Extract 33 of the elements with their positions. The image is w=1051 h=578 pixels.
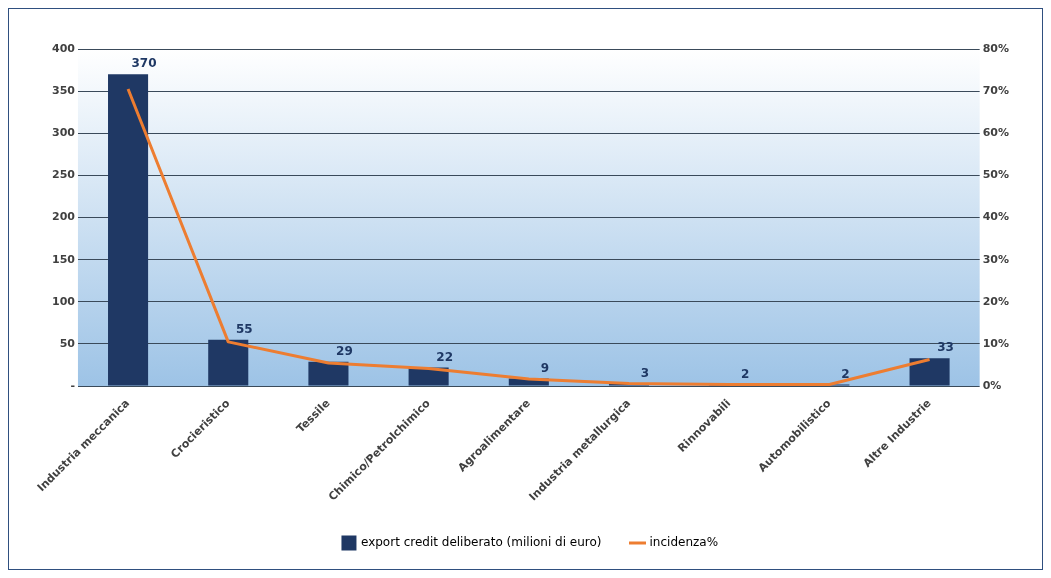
bar — [909, 358, 950, 386]
y2-tick-label: 60% — [982, 126, 1010, 140]
y-tick-label: 300 — [51, 126, 76, 140]
y2-tick-label: 70% — [982, 84, 1010, 97]
data-label: 2 — [841, 366, 850, 381]
y2-tick-label: 20% — [982, 294, 1010, 308]
y-tick-label: 400 — [51, 41, 76, 55]
bar — [308, 361, 349, 386]
y2-tick-label: 50% — [982, 168, 1010, 182]
y2-tick-label: 0% — [982, 378, 1002, 392]
bar — [108, 74, 149, 386]
data-label: 370 — [131, 56, 157, 71]
data-label: 33 — [937, 340, 954, 355]
y-tick-label: 100 — [51, 294, 76, 308]
data-label: 22 — [436, 349, 453, 364]
y-tick-label: - — [70, 378, 75, 392]
y-tick-label: 200 — [51, 210, 76, 224]
bar — [208, 339, 249, 386]
data-label: 2 — [741, 366, 750, 381]
legend-label: incidenza% — [649, 535, 719, 550]
data-label: 55 — [235, 321, 253, 336]
y2-tick-label: 30% — [982, 252, 1010, 266]
y2-tick-label: 10% — [982, 336, 1010, 350]
data-label: 9 — [540, 360, 549, 375]
legend-label: export credit deliberato (milioni di euro) — [360, 535, 602, 550]
y2-tick-label: 80% — [982, 41, 1010, 55]
y-tick-label: 350 — [51, 84, 76, 97]
data-label: 29 — [336, 343, 353, 358]
y-tick-label: 150 — [51, 252, 76, 266]
data-label: 3 — [640, 365, 650, 380]
y-tick-label: 50 — [59, 336, 76, 350]
y-tick-label: 250 — [51, 168, 76, 182]
y2-tick-label: 40% — [982, 210, 1010, 224]
